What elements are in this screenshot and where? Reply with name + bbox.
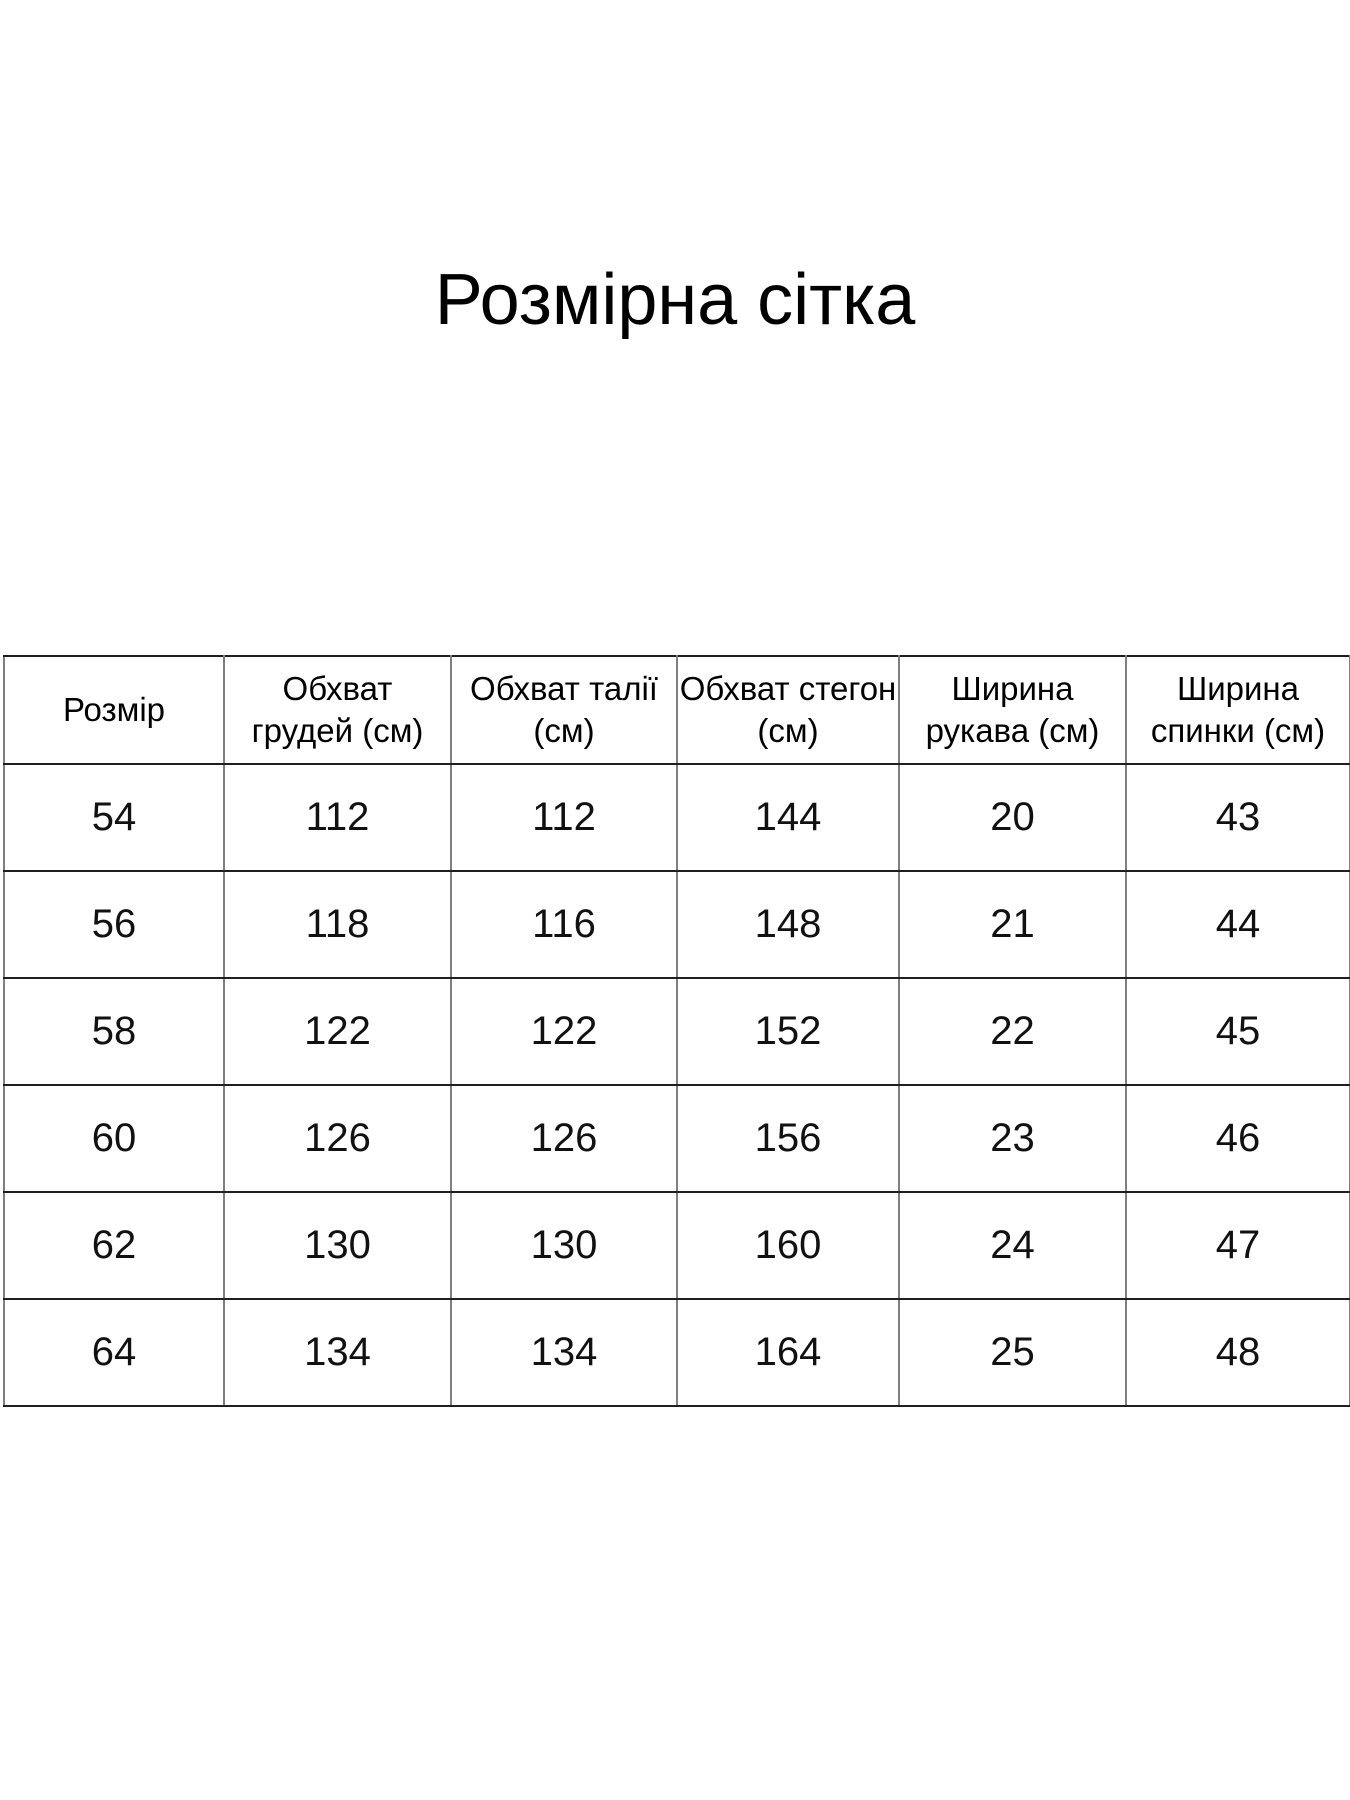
size-value-cell: 60	[3, 1084, 225, 1193]
measurement-cell: 148	[676, 870, 900, 979]
measurement-cell: 126	[450, 1084, 678, 1193]
measurement-cell: 112	[450, 763, 678, 872]
column-header: Обхват грудей (см)	[223, 655, 452, 765]
table-row: 64 134 134 164 25 48	[3, 1298, 1350, 1407]
table-row: 60 126 126 156 23 46	[3, 1084, 1350, 1193]
size-value-cell: 62	[3, 1191, 225, 1300]
size-table: Розмір Обхват грудей (см) Обхват талії (см…	[3, 655, 1350, 1407]
measurement-cell: 48	[1125, 1298, 1350, 1407]
column-header: Розмір	[3, 655, 225, 765]
measurement-cell: 22	[898, 977, 1127, 1086]
measurement-cell: 24	[898, 1191, 1127, 1300]
measurement-cell: 144	[676, 763, 900, 872]
measurement-cell: 152	[676, 977, 900, 1086]
size-table-body: 54 112 112 144 20 43 56 118 116 148 21 44 58 122 122 15…	[3, 763, 1350, 1407]
size-value-cell: 64	[3, 1298, 225, 1407]
size-table-header: Розмір Обхват грудей (см) Обхват талії (см…	[3, 655, 1350, 765]
measurement-cell: 112	[223, 763, 452, 872]
table-row: 54 112 112 144 20 43	[3, 763, 1350, 872]
measurement-cell: 122	[450, 977, 678, 1086]
measurement-cell: 164	[676, 1298, 900, 1407]
measurement-cell: 23	[898, 1084, 1127, 1193]
column-header: Ширина спинки (см)	[1125, 655, 1350, 765]
measurement-cell: 118	[223, 870, 452, 979]
size-value-cell: 58	[3, 977, 225, 1086]
measurement-cell: 134	[450, 1298, 678, 1407]
measurement-cell: 43	[1125, 763, 1350, 872]
table-row: 58 122 122 152 22 45	[3, 977, 1350, 1086]
measurement-cell: 160	[676, 1191, 900, 1300]
measurement-cell: 126	[223, 1084, 452, 1193]
table-row: 56 118 116 148 21 44	[3, 870, 1350, 979]
table-row: 62 130 130 160 24 47	[3, 1191, 1350, 1300]
measurement-cell: 45	[1125, 977, 1350, 1086]
measurement-cell: 25	[898, 1298, 1127, 1407]
column-header: Ширина рукава (см)	[898, 655, 1127, 765]
column-header: Обхват талії (см)	[450, 655, 678, 765]
size-value-cell: 56	[3, 870, 225, 979]
header-row: Розмір Обхват грудей (см) Обхват талії (см…	[3, 655, 1350, 765]
measurement-cell: 44	[1125, 870, 1350, 979]
measurement-cell: 134	[223, 1298, 452, 1407]
measurement-cell: 20	[898, 763, 1127, 872]
page-title: Розмірна сітка	[434, 260, 916, 340]
measurement-cell: 47	[1125, 1191, 1350, 1300]
measurement-cell: 46	[1125, 1084, 1350, 1193]
measurement-cell: 130	[223, 1191, 452, 1300]
measurement-cell: 116	[450, 870, 678, 979]
measurement-cell: 130	[450, 1191, 678, 1300]
column-header: Обхват стегон (см)	[676, 655, 900, 765]
measurement-cell: 122	[223, 977, 452, 1086]
measurement-cell: 21	[898, 870, 1127, 979]
size-value-cell: 54	[3, 763, 225, 872]
measurement-cell: 156	[676, 1084, 900, 1193]
